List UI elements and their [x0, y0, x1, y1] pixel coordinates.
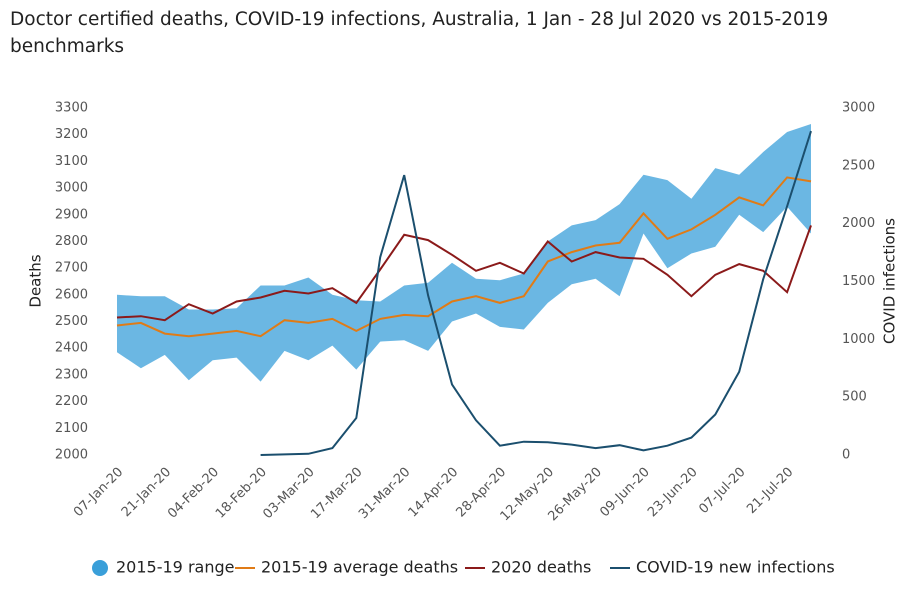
- x-tick-label: 31-Mar-20: [356, 465, 413, 522]
- x-tick-label: 09-Jun-20: [597, 465, 653, 521]
- x-tick-label: 04-Feb-20: [165, 465, 222, 522]
- y-tick-label: 3300: [55, 101, 88, 116]
- y-tick-label: 2700: [55, 261, 88, 276]
- y-tick-label: 2500: [55, 314, 88, 329]
- y2-tick-label: 3000: [842, 101, 875, 116]
- y-axis-label: Deaths: [27, 254, 45, 307]
- y-tick-label: 2100: [55, 421, 88, 436]
- series-line: [116, 225, 812, 322]
- series-line: [116, 176, 812, 338]
- x-tick-label: 07-Jan-20: [71, 465, 126, 520]
- y-tick-label: 2600: [55, 287, 88, 302]
- y-tick-label: 2300: [55, 367, 88, 382]
- x-tick-label: 07-Jul-20: [696, 465, 748, 517]
- y-tick-label: 3100: [55, 154, 88, 169]
- y-tick-label: 3000: [55, 181, 88, 196]
- y2-tick-label: 2000: [842, 216, 875, 231]
- y-tick-label: 2800: [55, 234, 88, 249]
- y2-tick-label: 500: [842, 390, 867, 405]
- x-tick-label: 23-Jun-20: [645, 465, 701, 521]
- chart-title: benchmarks: [10, 36, 124, 57]
- x-tick-label: 14-Apr-20: [406, 465, 462, 521]
- series-line: [260, 130, 812, 456]
- legend-marker: [92, 560, 108, 576]
- y2-tick-label: 1000: [842, 332, 875, 347]
- legend-label: COVID-19 new infections: [636, 558, 835, 577]
- y2-axis-label: COVID infections: [881, 218, 899, 344]
- y-tick-label: 2000: [55, 448, 88, 463]
- legend-label: 2015-19 average deaths: [261, 558, 458, 577]
- y2-tick-label: 0: [842, 448, 850, 463]
- y-tick-label: 2200: [55, 394, 88, 409]
- x-tick-label: 21-Jul-20: [744, 465, 796, 517]
- range-band: [117, 124, 811, 382]
- y-tick-label: 3200: [55, 127, 88, 142]
- legend-label: 2020 deaths: [491, 558, 591, 577]
- y-tick-label: 2900: [55, 207, 88, 222]
- y-tick-label: 2400: [55, 341, 88, 356]
- legend-label: 2015-19 range: [116, 558, 234, 577]
- chart-title: Doctor certified deaths, COVID-19 infect…: [10, 9, 828, 30]
- y2-tick-label: 1500: [842, 274, 875, 289]
- y2-tick-label: 2500: [842, 158, 875, 173]
